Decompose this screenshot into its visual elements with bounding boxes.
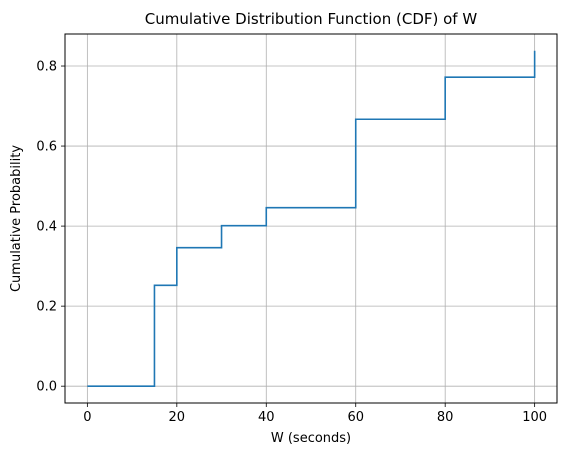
x-tick-label: 100 (522, 410, 547, 425)
chart-title: Cumulative Distribution Function (CDF) o… (145, 10, 478, 28)
x-tick-label: 0 (83, 410, 91, 425)
tick-layer: 0 20 40 60 80 100 0.0 0.2 0.4 0.6 0.8 (36, 60, 547, 425)
y-tick-label: 0.4 (36, 220, 57, 235)
y-tick-label: 0.8 (36, 60, 57, 75)
y-tick-label: 0.2 (36, 300, 57, 315)
x-tick-label: 80 (437, 410, 454, 425)
cdf-step-line (87, 51, 534, 386)
x-axis-label: W (seconds) (271, 431, 351, 446)
y-tick-label: 0.0 (36, 380, 57, 395)
grid-lines (65, 34, 557, 403)
y-axis-label: Cumulative Probability (9, 145, 24, 292)
y-tick-label: 0.6 (36, 140, 57, 155)
axes-frame (65, 34, 557, 403)
x-tick-label: 60 (347, 410, 364, 425)
x-tick-label: 40 (258, 410, 275, 425)
x-tick-label: 20 (169, 410, 186, 425)
series-layer (87, 51, 534, 387)
